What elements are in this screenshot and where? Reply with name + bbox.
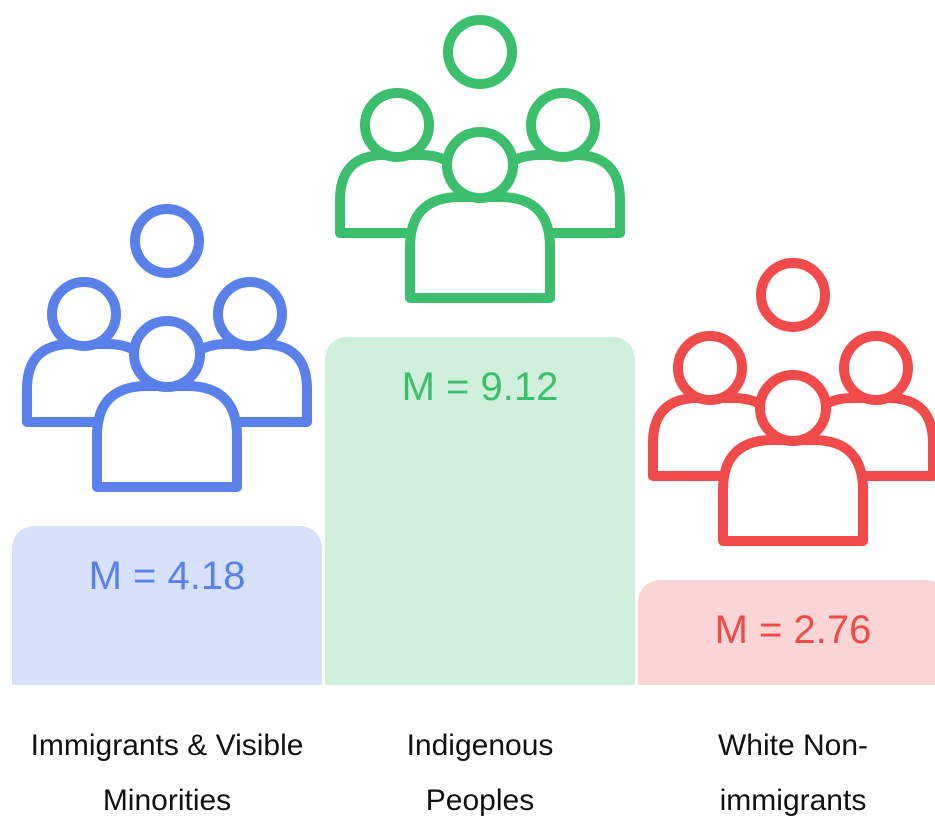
head xyxy=(213,276,287,351)
column: M = 4.18 Immigrants & Visible Minorities xyxy=(12,0,322,820)
head xyxy=(755,369,831,446)
bar xyxy=(325,337,635,685)
head xyxy=(756,257,830,332)
column: M = 9.12 Indigenous Peoples xyxy=(325,0,635,820)
people-icon xyxy=(648,257,935,546)
head xyxy=(839,330,913,405)
head xyxy=(442,127,518,203)
people-icon xyxy=(22,203,312,492)
head xyxy=(129,315,205,392)
category-label: Indigenous Peoples xyxy=(406,729,554,817)
category-label: Immigrants & Visible Minorities xyxy=(30,729,304,817)
value-label: M = 4.18 xyxy=(88,553,246,598)
body xyxy=(718,434,868,546)
category-label: White Non-immigrants xyxy=(717,729,869,817)
head xyxy=(47,276,121,351)
bar xyxy=(12,525,322,685)
column: M = 2.76 White Non-immigrants xyxy=(638,0,935,820)
people-icon xyxy=(335,15,625,303)
head xyxy=(673,330,747,405)
head xyxy=(443,15,517,89)
value-label: M = 9.12 xyxy=(401,365,559,409)
head xyxy=(360,88,434,162)
head xyxy=(526,88,600,162)
body xyxy=(405,192,555,303)
bar xyxy=(638,579,935,685)
value-label: M = 2.76 xyxy=(714,607,872,652)
body xyxy=(92,380,242,492)
head xyxy=(130,203,204,278)
